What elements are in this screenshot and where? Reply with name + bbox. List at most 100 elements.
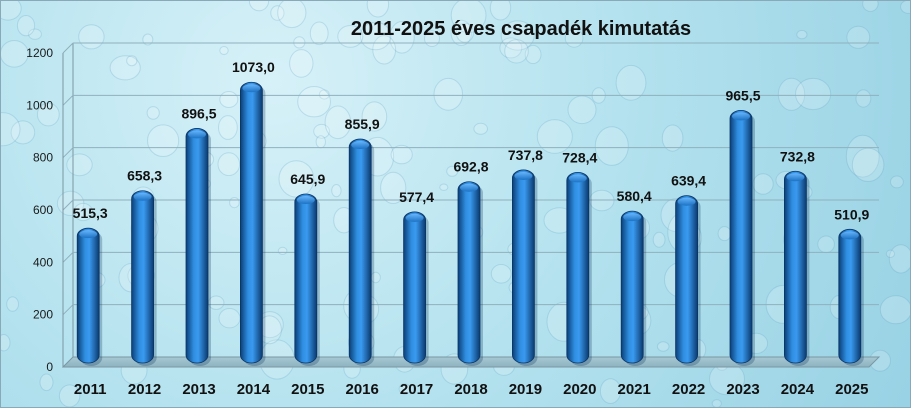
data-label: 732,8 [780, 148, 815, 164]
water-drop [318, 89, 330, 100]
bar [511, 169, 535, 364]
bar [620, 210, 644, 364]
water-drop [1, 1, 22, 21]
bar-cap [568, 174, 587, 183]
water-drop [78, 24, 105, 50]
water-drop [599, 378, 622, 405]
x-tick-label: 2018 [454, 381, 487, 398]
bar [348, 138, 372, 364]
gridline-diagonal [62, 42, 74, 54]
water-drop [142, 33, 154, 46]
y-tick-label: 1200 [26, 46, 53, 60]
water-drop [752, 173, 774, 195]
water-drop [888, 244, 910, 274]
bar [566, 172, 590, 364]
water-drop [277, 1, 307, 29]
x-tick-label: 2024 [781, 381, 815, 398]
x-tick-label: 2025 [835, 381, 868, 398]
water-drop [218, 115, 238, 140]
x-tick-label: 2015 [291, 381, 324, 398]
water-drop [277, 246, 288, 255]
bar-cap [623, 213, 642, 222]
water-drop [890, 175, 904, 189]
water-drop [219, 91, 239, 108]
bar-cap [188, 130, 206, 139]
data-label: 639,4 [671, 173, 706, 189]
bar-cap [460, 183, 478, 192]
bar [294, 193, 318, 364]
y-tick-label: 600 [33, 203, 53, 217]
water-drop [39, 373, 54, 392]
water-drop [126, 55, 138, 67]
chart-title: 2011-2025 éves csapadék kimutatás [351, 18, 691, 40]
bar-cap [732, 112, 750, 121]
x-axis: 2011 2012 2013 2014 2015 2016 2017 2018 2019 2020… [74, 381, 869, 398]
water-drop [615, 64, 647, 101]
water-drop [885, 249, 896, 259]
water-drop [473, 122, 489, 135]
x-tick-label: 2017 [400, 381, 433, 398]
data-label: 580,4 [617, 188, 652, 204]
water-drop [109, 55, 141, 81]
water-drop [278, 160, 315, 198]
bar-2015 [294, 193, 320, 366]
water-drop [289, 49, 314, 78]
water-drop [524, 44, 542, 65]
bar-cap [79, 230, 98, 239]
water-drop [851, 147, 885, 182]
bar-cap [133, 192, 152, 201]
water-drop [900, 1, 910, 14]
bar-2018 [457, 181, 483, 366]
water-drop [331, 184, 342, 198]
water-drop [777, 77, 806, 111]
water-drop [293, 36, 306, 49]
water-drop [656, 341, 670, 352]
bar-2011 [76, 227, 103, 366]
water-drop [390, 144, 413, 165]
water-drop [652, 231, 666, 248]
water-drop [862, 1, 879, 12]
bar-2019 [511, 169, 538, 366]
water-drop [490, 264, 512, 284]
water-drop [1, 112, 21, 147]
bar-cap [840, 231, 859, 240]
water-drop [717, 226, 732, 242]
y-tick-label: 1000 [26, 98, 53, 112]
bar-cap [296, 195, 315, 204]
bar-cap [351, 141, 370, 150]
y-tick-label: 800 [33, 151, 53, 165]
data-label: 855,9 [345, 116, 380, 132]
data-label: 645,9 [290, 171, 325, 187]
water-drop [711, 399, 722, 407]
x-tick-label: 2019 [509, 381, 542, 398]
water-drop [324, 105, 352, 140]
water-drop [846, 25, 871, 49]
bar-cap [242, 84, 261, 93]
bar-2017 [403, 211, 429, 366]
gridline-diagonal [62, 94, 74, 106]
bar [239, 81, 263, 364]
water-drop [450, 1, 487, 34]
water-drop [219, 46, 229, 55]
water-drop [567, 95, 597, 125]
data-label: 728,4 [562, 149, 597, 165]
data-label: 658,3 [127, 168, 162, 184]
water-drop [297, 86, 332, 118]
data-label: 515,3 [73, 205, 108, 221]
bar [403, 211, 427, 364]
x-tick-label: 2013 [182, 381, 215, 398]
y-axis: 0 200 400 600 800 1000 1200 [26, 46, 64, 374]
bar-2014 [239, 81, 266, 367]
water-drop [208, 295, 225, 310]
bar-2013 [185, 128, 211, 366]
bar-2022 [675, 195, 701, 366]
water-drop [361, 101, 388, 132]
gridline-diagonal [62, 199, 74, 211]
water-drop [73, 202, 93, 222]
water-drop [817, 235, 835, 254]
data-label: 692,8 [453, 159, 488, 175]
x-tick-label: 2016 [346, 381, 379, 398]
bar [457, 181, 481, 364]
